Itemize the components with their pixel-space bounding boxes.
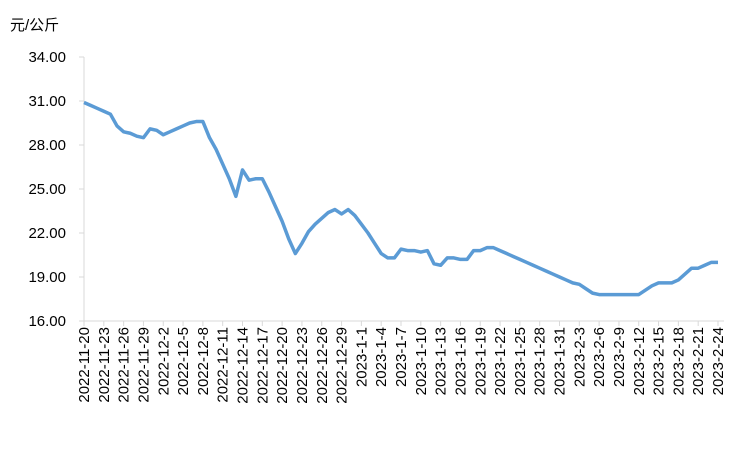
x-tick-label: 2023-1-13 (433, 327, 450, 395)
x-tick-label: 2022-12-2 (155, 327, 172, 395)
y-tick-label: 19.00 (28, 269, 66, 286)
x-tick-label: 2023-1-1 (353, 327, 370, 387)
x-tick-label: 2023-1-7 (393, 327, 410, 387)
x-tick-label: 2023-1-25 (512, 327, 529, 395)
x-tick-label: 2022-12-26 (314, 327, 331, 404)
y-axis-label: 元/公斤 (10, 17, 59, 34)
x-tick-label: 2023-2-21 (690, 327, 707, 395)
y-tick-label: 25.00 (28, 181, 66, 198)
x-tick-label: 2023-1-10 (413, 327, 430, 395)
x-tick-label: 2023-1-16 (452, 327, 469, 395)
x-tick-label: 2022-12-29 (334, 327, 351, 404)
x-tick-label: 2023-2-15 (651, 327, 668, 395)
x-tick-label: 2023-1-31 (552, 327, 569, 395)
x-tick-label: 2022-11-26 (116, 327, 133, 403)
y-tick-label: 28.00 (28, 137, 66, 154)
x-tick-label: 2022-12-23 (294, 327, 311, 404)
x-tick-label: 2022-11-23 (96, 327, 113, 403)
x-tick-label: 2022-12-20 (274, 327, 291, 404)
y-tick-label: 16.00 (28, 313, 66, 330)
x-tick-label: 2022-12-14 (235, 327, 252, 404)
x-tick-label: 2023-2-24 (710, 327, 727, 395)
x-tick-label: 2022-11-20 (76, 327, 93, 403)
x-tick-label: 2022-12-11 (215, 327, 232, 403)
x-tick-label: 2023-1-22 (492, 327, 509, 395)
series-line (83, 100, 718, 297)
x-tick-label: 2023-1-19 (472, 327, 489, 395)
x-tick-label: 2023-2-18 (670, 327, 687, 395)
x-tick-label: 2023-2-6 (591, 327, 608, 387)
x-tick-label: 2022-12-8 (195, 327, 212, 395)
x-tick-label: 2022-12-5 (175, 327, 192, 395)
x-tick-label: 2023-1-28 (532, 327, 549, 395)
x-tick-label: 2023-2-3 (571, 327, 588, 387)
y-tick-label: 31.00 (28, 93, 66, 110)
y-tick-label: 22.00 (28, 225, 66, 242)
x-tick-label: 2023-1-4 (373, 327, 390, 387)
y-tick-label: 34.00 (28, 49, 66, 66)
x-tick-label: 2022-12-17 (254, 327, 271, 404)
x-tick-label: 2023-2-12 (631, 327, 648, 395)
x-tick-label: 2022-11-29 (135, 327, 152, 403)
x-tick-label: 2023-2-9 (611, 327, 628, 387)
